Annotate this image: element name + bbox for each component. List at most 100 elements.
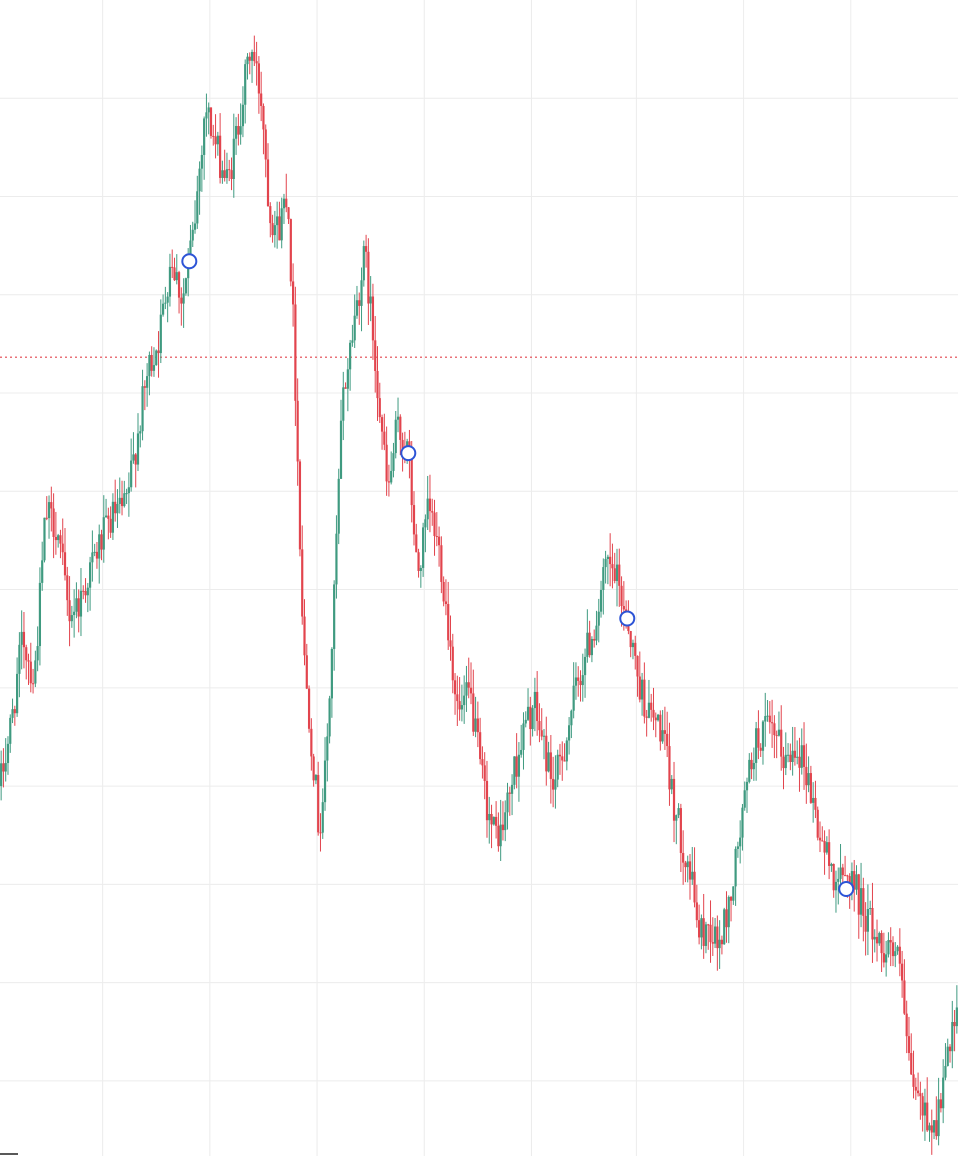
candle-body [401,439,404,452]
candle-body [800,745,803,768]
candle-body [11,709,14,718]
candle-body [536,691,539,722]
candle-body [307,688,311,729]
candle-body [95,551,99,559]
candle-body [841,867,844,876]
candle-body [761,721,765,751]
candle-body [647,702,651,718]
candle-body [59,535,62,544]
candle-body [693,871,696,903]
candle-body [287,207,290,220]
candle-body [305,655,308,689]
candle-body [506,792,509,813]
candle-body [837,878,840,882]
candle-body [789,754,792,762]
candle-body [843,875,847,877]
candle-body [599,589,603,612]
candle-body [627,622,630,632]
candle-body [4,763,7,772]
candle-body [387,481,391,483]
candle-body [887,940,890,955]
candle-body [873,936,876,940]
candle-body [802,745,806,767]
candle-body [663,730,666,734]
candle-body [374,340,377,371]
candle-body [54,536,57,541]
candle-body [677,808,680,816]
candle-body [36,646,39,661]
candle-body [244,64,247,105]
candle-body [513,756,516,785]
candle-body [732,886,735,901]
candle-body [567,725,571,741]
candle-body [367,251,370,304]
candle-body [659,714,662,742]
candle-body [212,135,215,137]
candle-body [453,680,457,695]
candle-body [362,246,365,281]
candle-body [828,842,831,866]
candle-body [422,527,425,568]
candle-body [834,881,838,891]
candle-body [609,556,612,565]
candle-body [869,907,872,910]
candle-body [207,107,210,113]
candle-body [645,716,648,718]
candle-body [777,729,781,736]
candle-body [759,747,762,751]
candle-body [629,631,632,648]
candle-body [880,933,883,954]
candle-body [907,1036,911,1054]
candle-body [857,874,860,915]
candle-body [595,625,598,641]
candle-body [549,752,552,779]
candle-body [903,980,906,1014]
candle-body [520,749,523,755]
candle-body [748,759,751,782]
candle-body [864,915,867,932]
candle-body [725,909,728,928]
candle-body [702,918,705,946]
candle-body [152,365,156,371]
candle-body [745,781,749,791]
candle-body [474,718,477,732]
candle-body [25,647,28,661]
candle-body [426,498,429,520]
candle-body [670,778,673,790]
candle-body [223,170,226,178]
candle-body [723,909,726,945]
candle-body [581,675,584,686]
candle-body [593,638,596,641]
candle-body [255,61,258,64]
candle-body [209,107,213,136]
candle-body [198,168,201,192]
candle-body [161,303,165,315]
candle-body [125,493,128,495]
candle-body [250,51,254,61]
event-marker [181,253,198,270]
candle-body [914,1086,917,1091]
candle-body [885,954,888,963]
candle-body [159,314,162,354]
candle-body [898,946,901,964]
candle-body [437,536,441,546]
candle-body [171,266,174,268]
candle-body [248,56,251,61]
candle-body [428,498,432,512]
candle-body [79,590,83,617]
candle-body [241,104,245,127]
candle-body [155,350,158,366]
candle-body [939,1099,942,1109]
candle-body [321,802,324,833]
candle-body [182,293,185,304]
candle-body [896,946,899,952]
candle-body [358,300,361,306]
candle-body [818,837,822,841]
candle-body [337,478,340,534]
candle-body [139,431,142,434]
candle-body [611,564,614,569]
candle-body [205,112,208,119]
candle-body [412,505,416,535]
